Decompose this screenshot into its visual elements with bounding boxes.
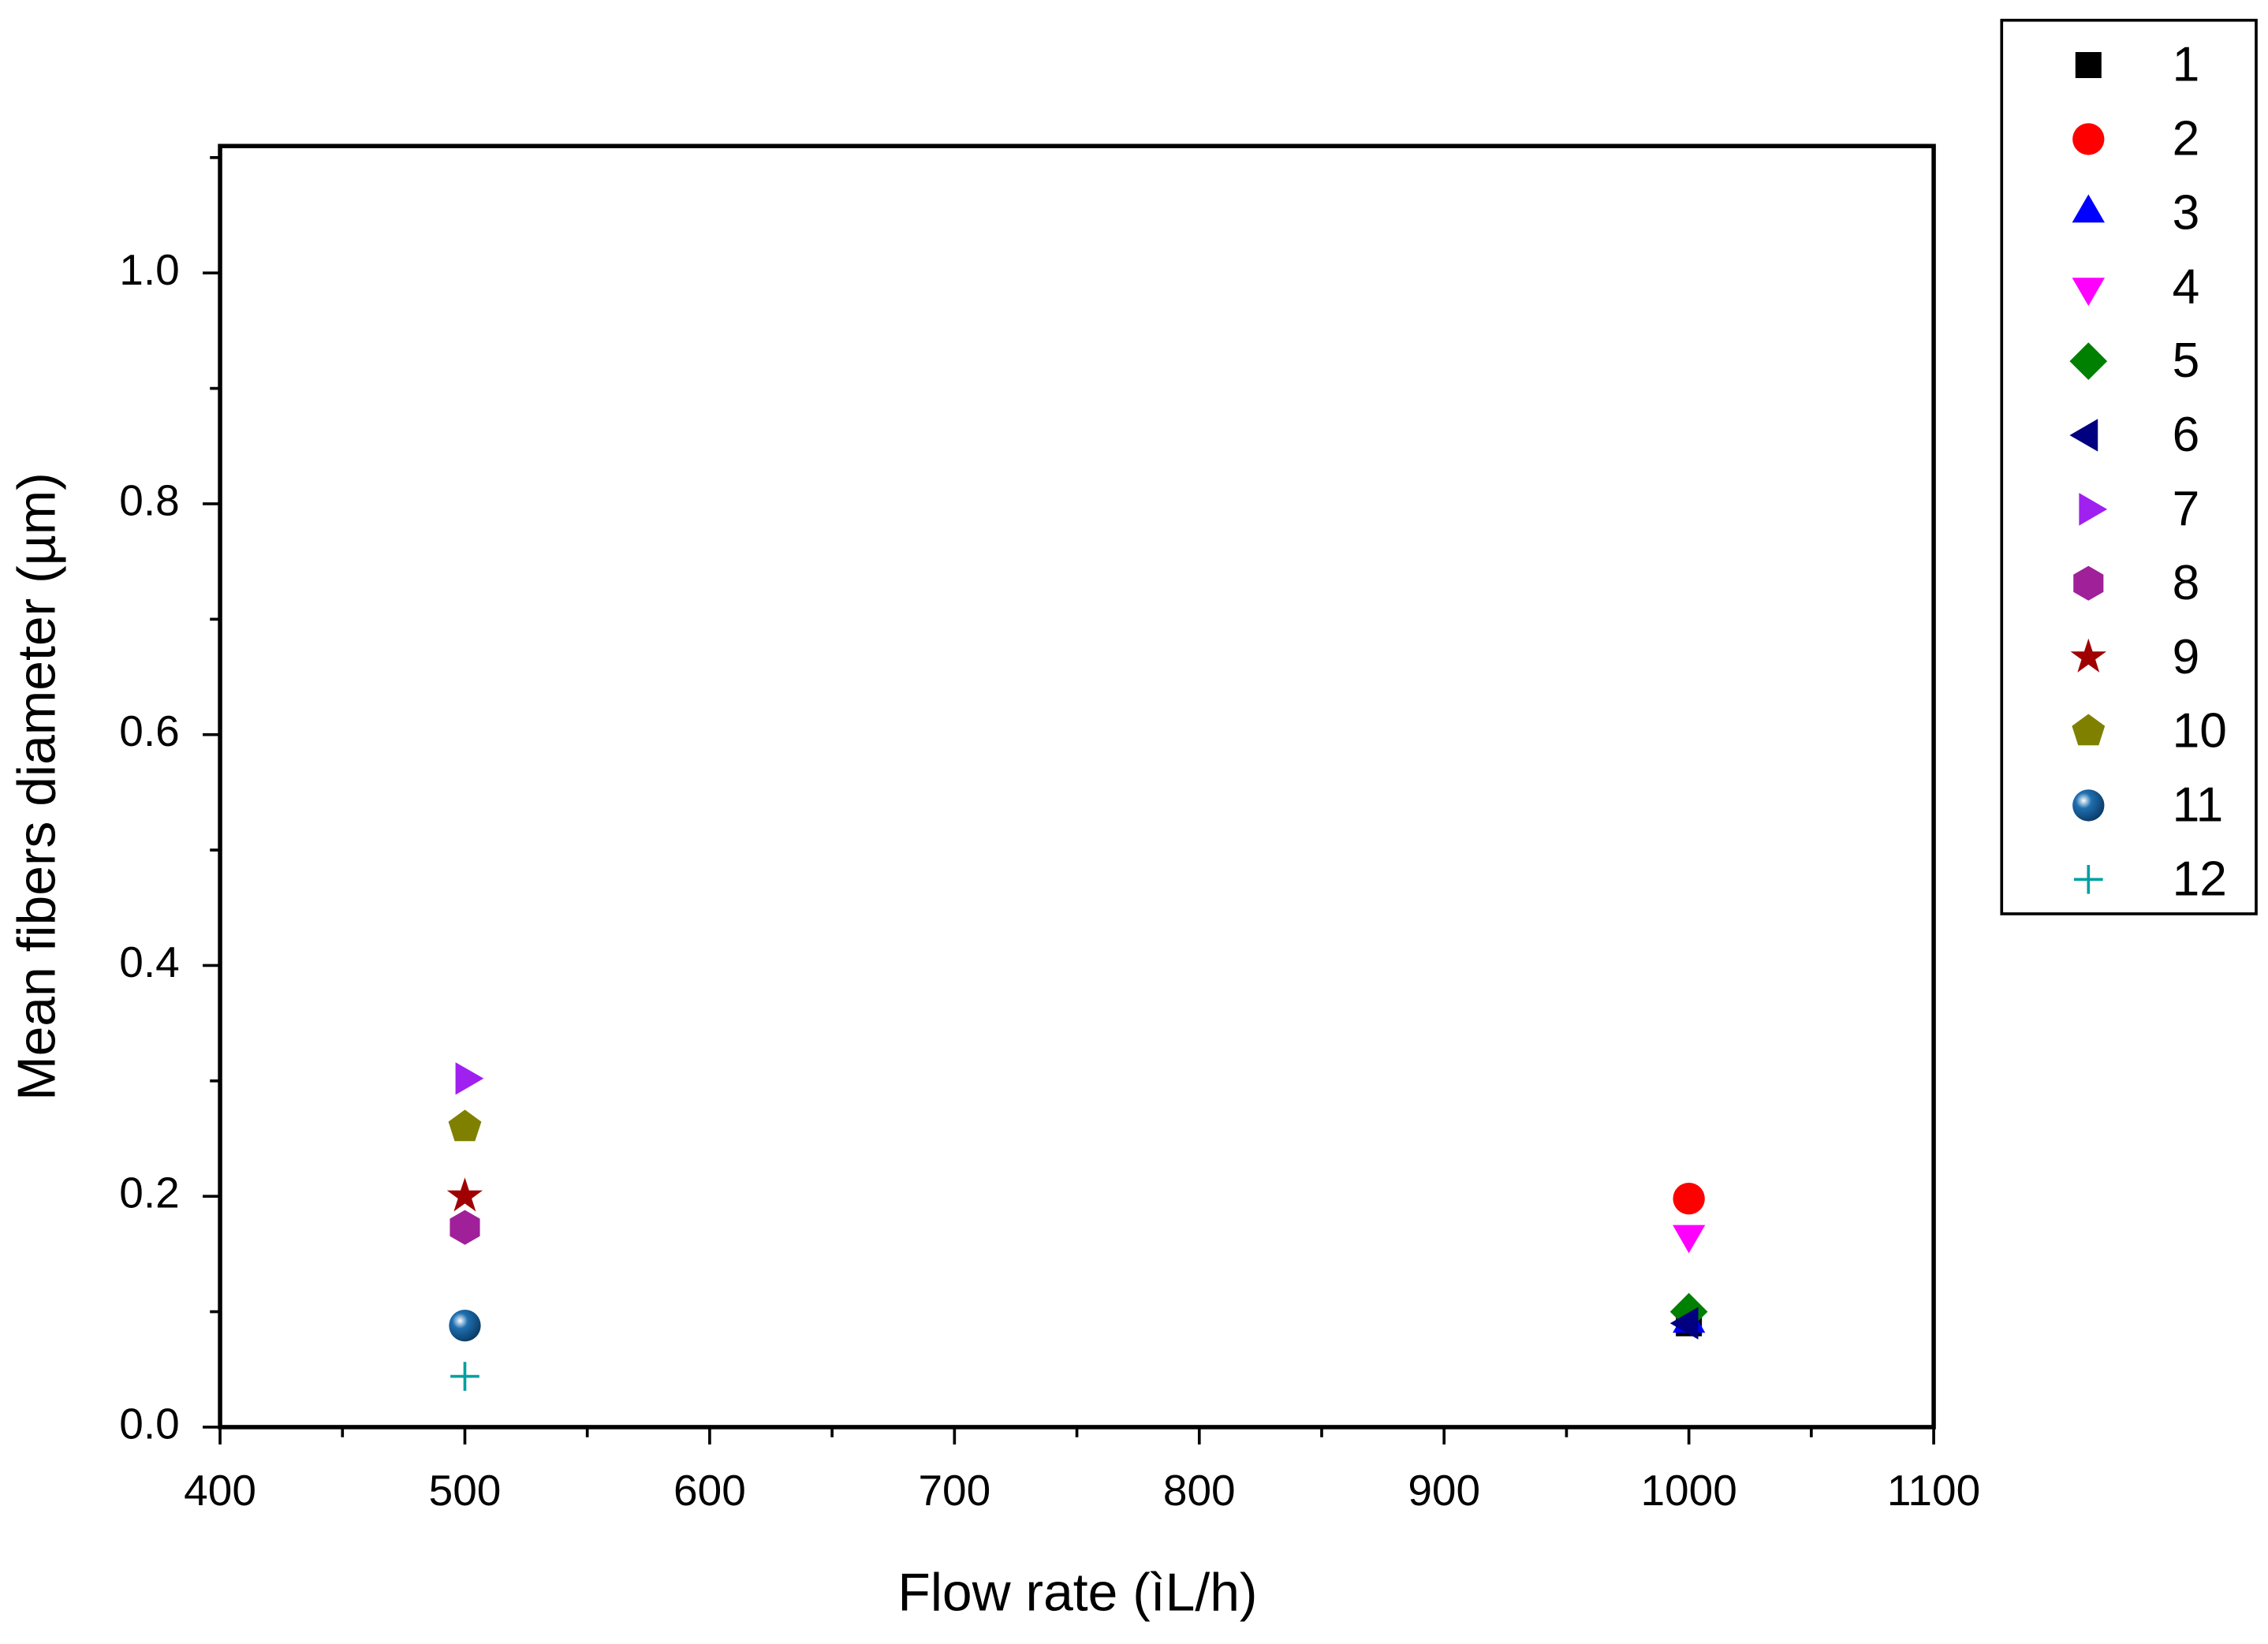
legend-marker — [2069, 419, 2098, 452]
y-tick-label: 0.4 — [119, 938, 179, 986]
x-tick-label: 400 — [184, 1466, 256, 1515]
legend-label: 8 — [2173, 556, 2200, 610]
legend-marker — [2073, 864, 2103, 894]
legend-label: 2 — [2173, 112, 2200, 166]
x-tick-label: 700 — [918, 1466, 990, 1515]
legend-label: 11 — [2173, 778, 2224, 833]
marker — [446, 1177, 483, 1212]
x-tick-label: 600 — [673, 1466, 746, 1515]
legend-label: 9 — [2173, 630, 2200, 684]
legend-label: 4 — [2173, 259, 2200, 314]
marker — [450, 1362, 479, 1391]
legend-marker — [2070, 638, 2107, 673]
legend-label: 3 — [2173, 185, 2200, 240]
marker — [1673, 1225, 1706, 1254]
legend-box — [2000, 18, 2258, 915]
legend-marker — [2072, 714, 2106, 746]
x-tick-label: 500 — [429, 1466, 502, 1515]
legend-label: 1 — [2173, 38, 2200, 92]
y-tick-label: 1.0 — [119, 245, 179, 294]
legend-marker — [2075, 52, 2102, 79]
legend-label: 6 — [2173, 408, 2200, 462]
legend-marker — [2072, 789, 2105, 822]
y-tick-label: 0.2 — [119, 1169, 179, 1217]
legend-marker — [2073, 565, 2104, 601]
legend-marker — [2072, 123, 2105, 155]
y-tick-label: 0.6 — [119, 706, 179, 755]
marker — [449, 1309, 481, 1342]
legend-marker — [2079, 493, 2108, 526]
marker — [1673, 1182, 1705, 1215]
y-tick-label: 0.0 — [119, 1399, 179, 1448]
legend-label: 12 — [2173, 852, 2227, 906]
x-tick-label: 800 — [1163, 1466, 1236, 1515]
x-axis-title: Flow rate (ìL/h) — [897, 1563, 1257, 1622]
legend-label: 7 — [2173, 482, 2200, 536]
legend-label: 5 — [2173, 334, 2200, 388]
marker — [448, 1109, 482, 1142]
x-tick-label: 1100 — [1887, 1466, 1980, 1515]
y-tick-label: 0.8 — [119, 475, 179, 524]
marker — [1669, 1307, 1699, 1340]
x-tick-label: 900 — [1408, 1466, 1480, 1515]
legend-marker — [2072, 278, 2106, 307]
x-tick-label: 1000 — [1640, 1466, 1736, 1515]
y-axis-title: Mean fibers diameter (µm) — [8, 472, 67, 1101]
legend-label: 10 — [2173, 704, 2227, 759]
legend-marker — [2072, 194, 2106, 223]
marker — [449, 1210, 480, 1245]
marker — [455, 1062, 484, 1095]
